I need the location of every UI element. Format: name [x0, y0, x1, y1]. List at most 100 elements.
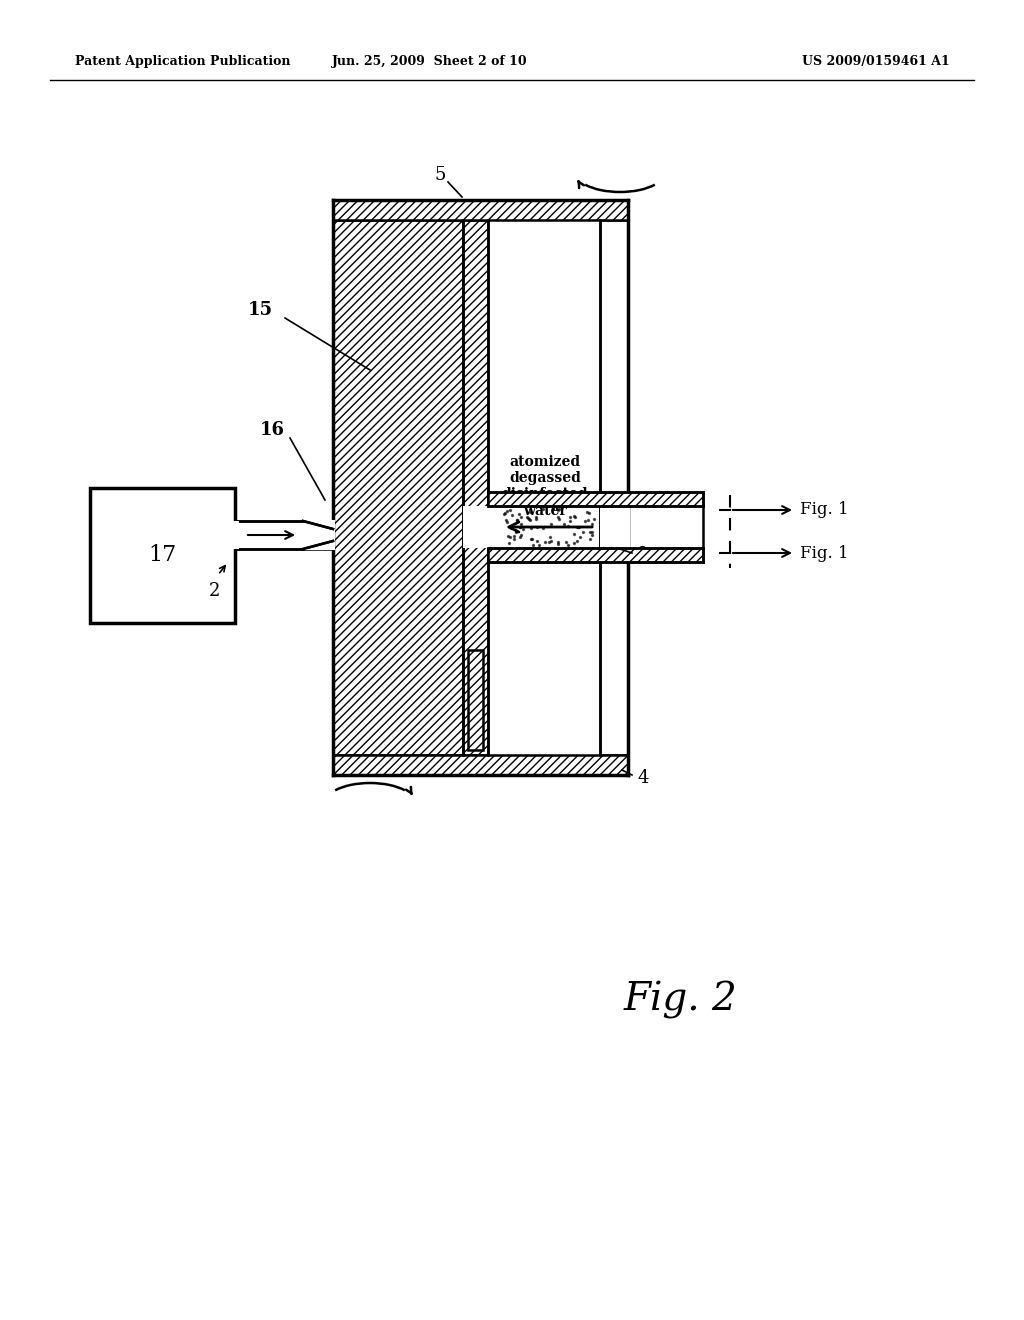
Point: [513, 507, 529, 528]
Point: [520, 507, 537, 528]
Bar: [333, 201, 628, 220]
Text: 15: 15: [248, 301, 273, 319]
Point: [504, 504, 520, 525]
Point: [584, 513, 600, 535]
Bar: [600, 506, 630, 548]
Point: [506, 525, 522, 546]
Point: [529, 531, 546, 552]
Point: [506, 528, 522, 549]
Point: [579, 502, 595, 523]
Point: [545, 498, 561, 519]
Point: [509, 510, 525, 531]
Text: US 2009/0159461 A1: US 2009/0159461 A1: [802, 55, 950, 69]
Point: [509, 510, 525, 531]
Bar: [333, 220, 463, 755]
Point: [499, 500, 515, 521]
Text: atomized
degassed
disinfected
water: atomized degassed disinfected water: [502, 455, 589, 517]
Point: [512, 517, 528, 539]
Bar: [488, 220, 600, 755]
Text: Patent Application Publication: Patent Application Publication: [75, 55, 291, 69]
Point: [527, 510, 544, 531]
Point: [543, 513, 559, 535]
Point: [566, 532, 583, 553]
Point: [537, 532, 553, 553]
Text: 9: 9: [637, 546, 648, 564]
Point: [500, 525, 516, 546]
Point: [513, 513, 529, 535]
Point: [550, 500, 566, 521]
Text: Fig. 2: Fig. 2: [624, 981, 737, 1019]
Bar: [303, 520, 335, 550]
Text: 17: 17: [147, 544, 176, 566]
Point: [551, 499, 567, 520]
Point: [574, 521, 591, 543]
Point: [521, 510, 538, 531]
Point: [514, 519, 530, 540]
Point: [566, 506, 583, 527]
Point: [513, 524, 529, 545]
Point: [562, 510, 579, 531]
Point: [535, 499, 551, 520]
Point: [499, 511, 515, 532]
Point: [584, 521, 600, 543]
Point: [518, 506, 535, 527]
Point: [508, 520, 524, 541]
Bar: [463, 220, 488, 755]
Point: [569, 531, 586, 552]
Point: [584, 524, 600, 545]
Bar: [333, 755, 628, 775]
Point: [560, 515, 577, 536]
Point: [541, 532, 557, 553]
Text: Fig. 1: Fig. 1: [800, 544, 849, 561]
Point: [521, 502, 538, 523]
Point: [549, 506, 565, 527]
Bar: [488, 548, 703, 562]
Point: [528, 516, 545, 537]
Text: 2: 2: [209, 582, 221, 601]
Bar: [488, 492, 703, 506]
Point: [582, 502, 598, 523]
Point: [545, 499, 561, 520]
Point: [523, 528, 540, 549]
Point: [498, 510, 514, 531]
Text: 4: 4: [637, 770, 648, 787]
Point: [550, 533, 566, 554]
Point: [502, 527, 518, 548]
Point: [586, 508, 602, 529]
Point: [527, 507, 544, 528]
Point: [496, 503, 512, 524]
Point: [566, 523, 583, 544]
Point: [520, 508, 537, 529]
Point: [582, 528, 598, 549]
Point: [571, 527, 588, 548]
Point: [530, 535, 547, 556]
Point: [512, 516, 528, 537]
Point: [568, 516, 585, 537]
Point: [536, 517, 552, 539]
Bar: [600, 220, 628, 755]
Bar: [468, 649, 483, 750]
Point: [571, 516, 588, 537]
Point: [523, 517, 540, 539]
Bar: [90, 488, 234, 623]
Point: [502, 499, 518, 520]
Point: [551, 508, 567, 529]
Point: [523, 528, 540, 549]
Point: [524, 535, 541, 556]
Text: 16: 16: [260, 421, 285, 440]
Point: [543, 531, 559, 552]
Point: [560, 535, 577, 556]
Point: [497, 502, 513, 523]
Point: [558, 532, 574, 553]
Text: 5: 5: [434, 166, 445, 183]
Point: [567, 507, 584, 528]
Point: [578, 511, 594, 532]
Point: [511, 503, 527, 524]
Point: [503, 517, 519, 539]
Point: [580, 510, 596, 531]
Point: [562, 507, 579, 528]
Point: [501, 533, 517, 554]
Point: [550, 531, 566, 552]
Point: [542, 527, 558, 548]
Point: [569, 516, 586, 537]
